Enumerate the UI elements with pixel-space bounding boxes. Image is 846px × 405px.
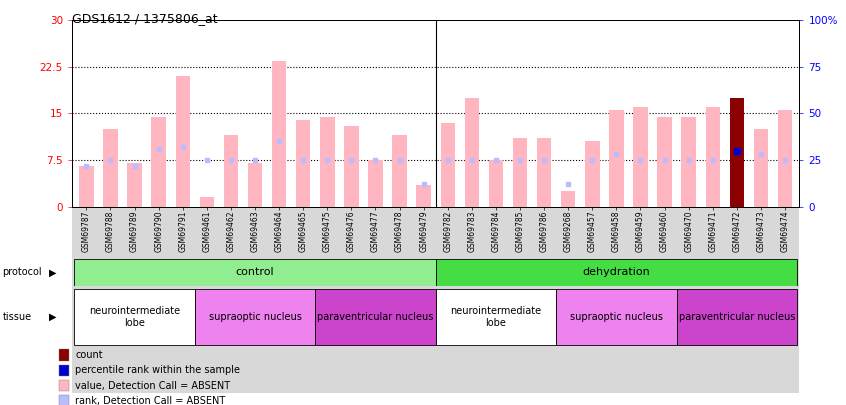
Bar <box>127 163 142 207</box>
Bar <box>296 119 310 207</box>
Bar <box>436 259 797 286</box>
Bar <box>677 289 797 345</box>
Text: ▶: ▶ <box>49 267 57 277</box>
Bar <box>72 207 799 393</box>
Bar <box>320 117 334 207</box>
Bar <box>537 138 552 207</box>
Bar <box>556 289 677 345</box>
Bar <box>634 107 648 207</box>
Bar <box>681 117 696 207</box>
Bar <box>58 365 69 376</box>
Bar <box>393 135 407 207</box>
Text: supraoptic nucleus: supraoptic nucleus <box>209 312 301 322</box>
Text: ▶: ▶ <box>49 312 57 322</box>
Bar <box>513 138 527 207</box>
Bar <box>657 117 672 207</box>
Bar <box>58 395 69 405</box>
Text: tissue: tissue <box>3 312 31 322</box>
Bar <box>195 289 316 345</box>
Bar <box>729 98 744 207</box>
Bar <box>436 289 556 345</box>
Bar <box>200 197 214 207</box>
Text: control: control <box>236 267 274 277</box>
Bar <box>248 163 262 207</box>
Text: neurointermediate
lobe: neurointermediate lobe <box>89 306 180 328</box>
Bar <box>80 166 94 207</box>
Text: protocol: protocol <box>3 267 42 277</box>
Text: count: count <box>75 350 103 360</box>
Bar <box>441 123 455 207</box>
Bar <box>316 289 436 345</box>
Bar <box>706 107 720 207</box>
Text: supraoptic nucleus: supraoptic nucleus <box>570 312 662 322</box>
Bar <box>74 259 436 286</box>
Bar <box>58 380 69 391</box>
Text: value, Detection Call = ABSENT: value, Detection Call = ABSENT <box>75 381 231 391</box>
Text: GDS1612 / 1375806_at: GDS1612 / 1375806_at <box>72 12 217 25</box>
Bar <box>368 160 382 207</box>
Bar <box>609 110 624 207</box>
Bar <box>175 76 190 207</box>
Bar <box>489 160 503 207</box>
Text: percentile rank within the sample: percentile rank within the sample <box>75 365 240 375</box>
Bar <box>103 129 118 207</box>
Text: dehydration: dehydration <box>583 267 651 277</box>
Bar <box>74 289 195 345</box>
Bar <box>777 110 792 207</box>
Bar <box>58 350 69 361</box>
Bar <box>464 98 479 207</box>
Text: paraventricular nucleus: paraventricular nucleus <box>678 312 795 322</box>
Bar <box>344 126 359 207</box>
Bar <box>272 61 286 207</box>
Text: neurointermediate
lobe: neurointermediate lobe <box>450 306 541 328</box>
Text: rank, Detection Call = ABSENT: rank, Detection Call = ABSENT <box>75 396 226 405</box>
Bar <box>754 129 768 207</box>
Bar <box>585 141 600 207</box>
Bar <box>416 185 431 207</box>
Text: paraventricular nucleus: paraventricular nucleus <box>317 312 434 322</box>
Bar <box>223 135 238 207</box>
Bar <box>151 117 166 207</box>
Bar <box>561 191 575 207</box>
